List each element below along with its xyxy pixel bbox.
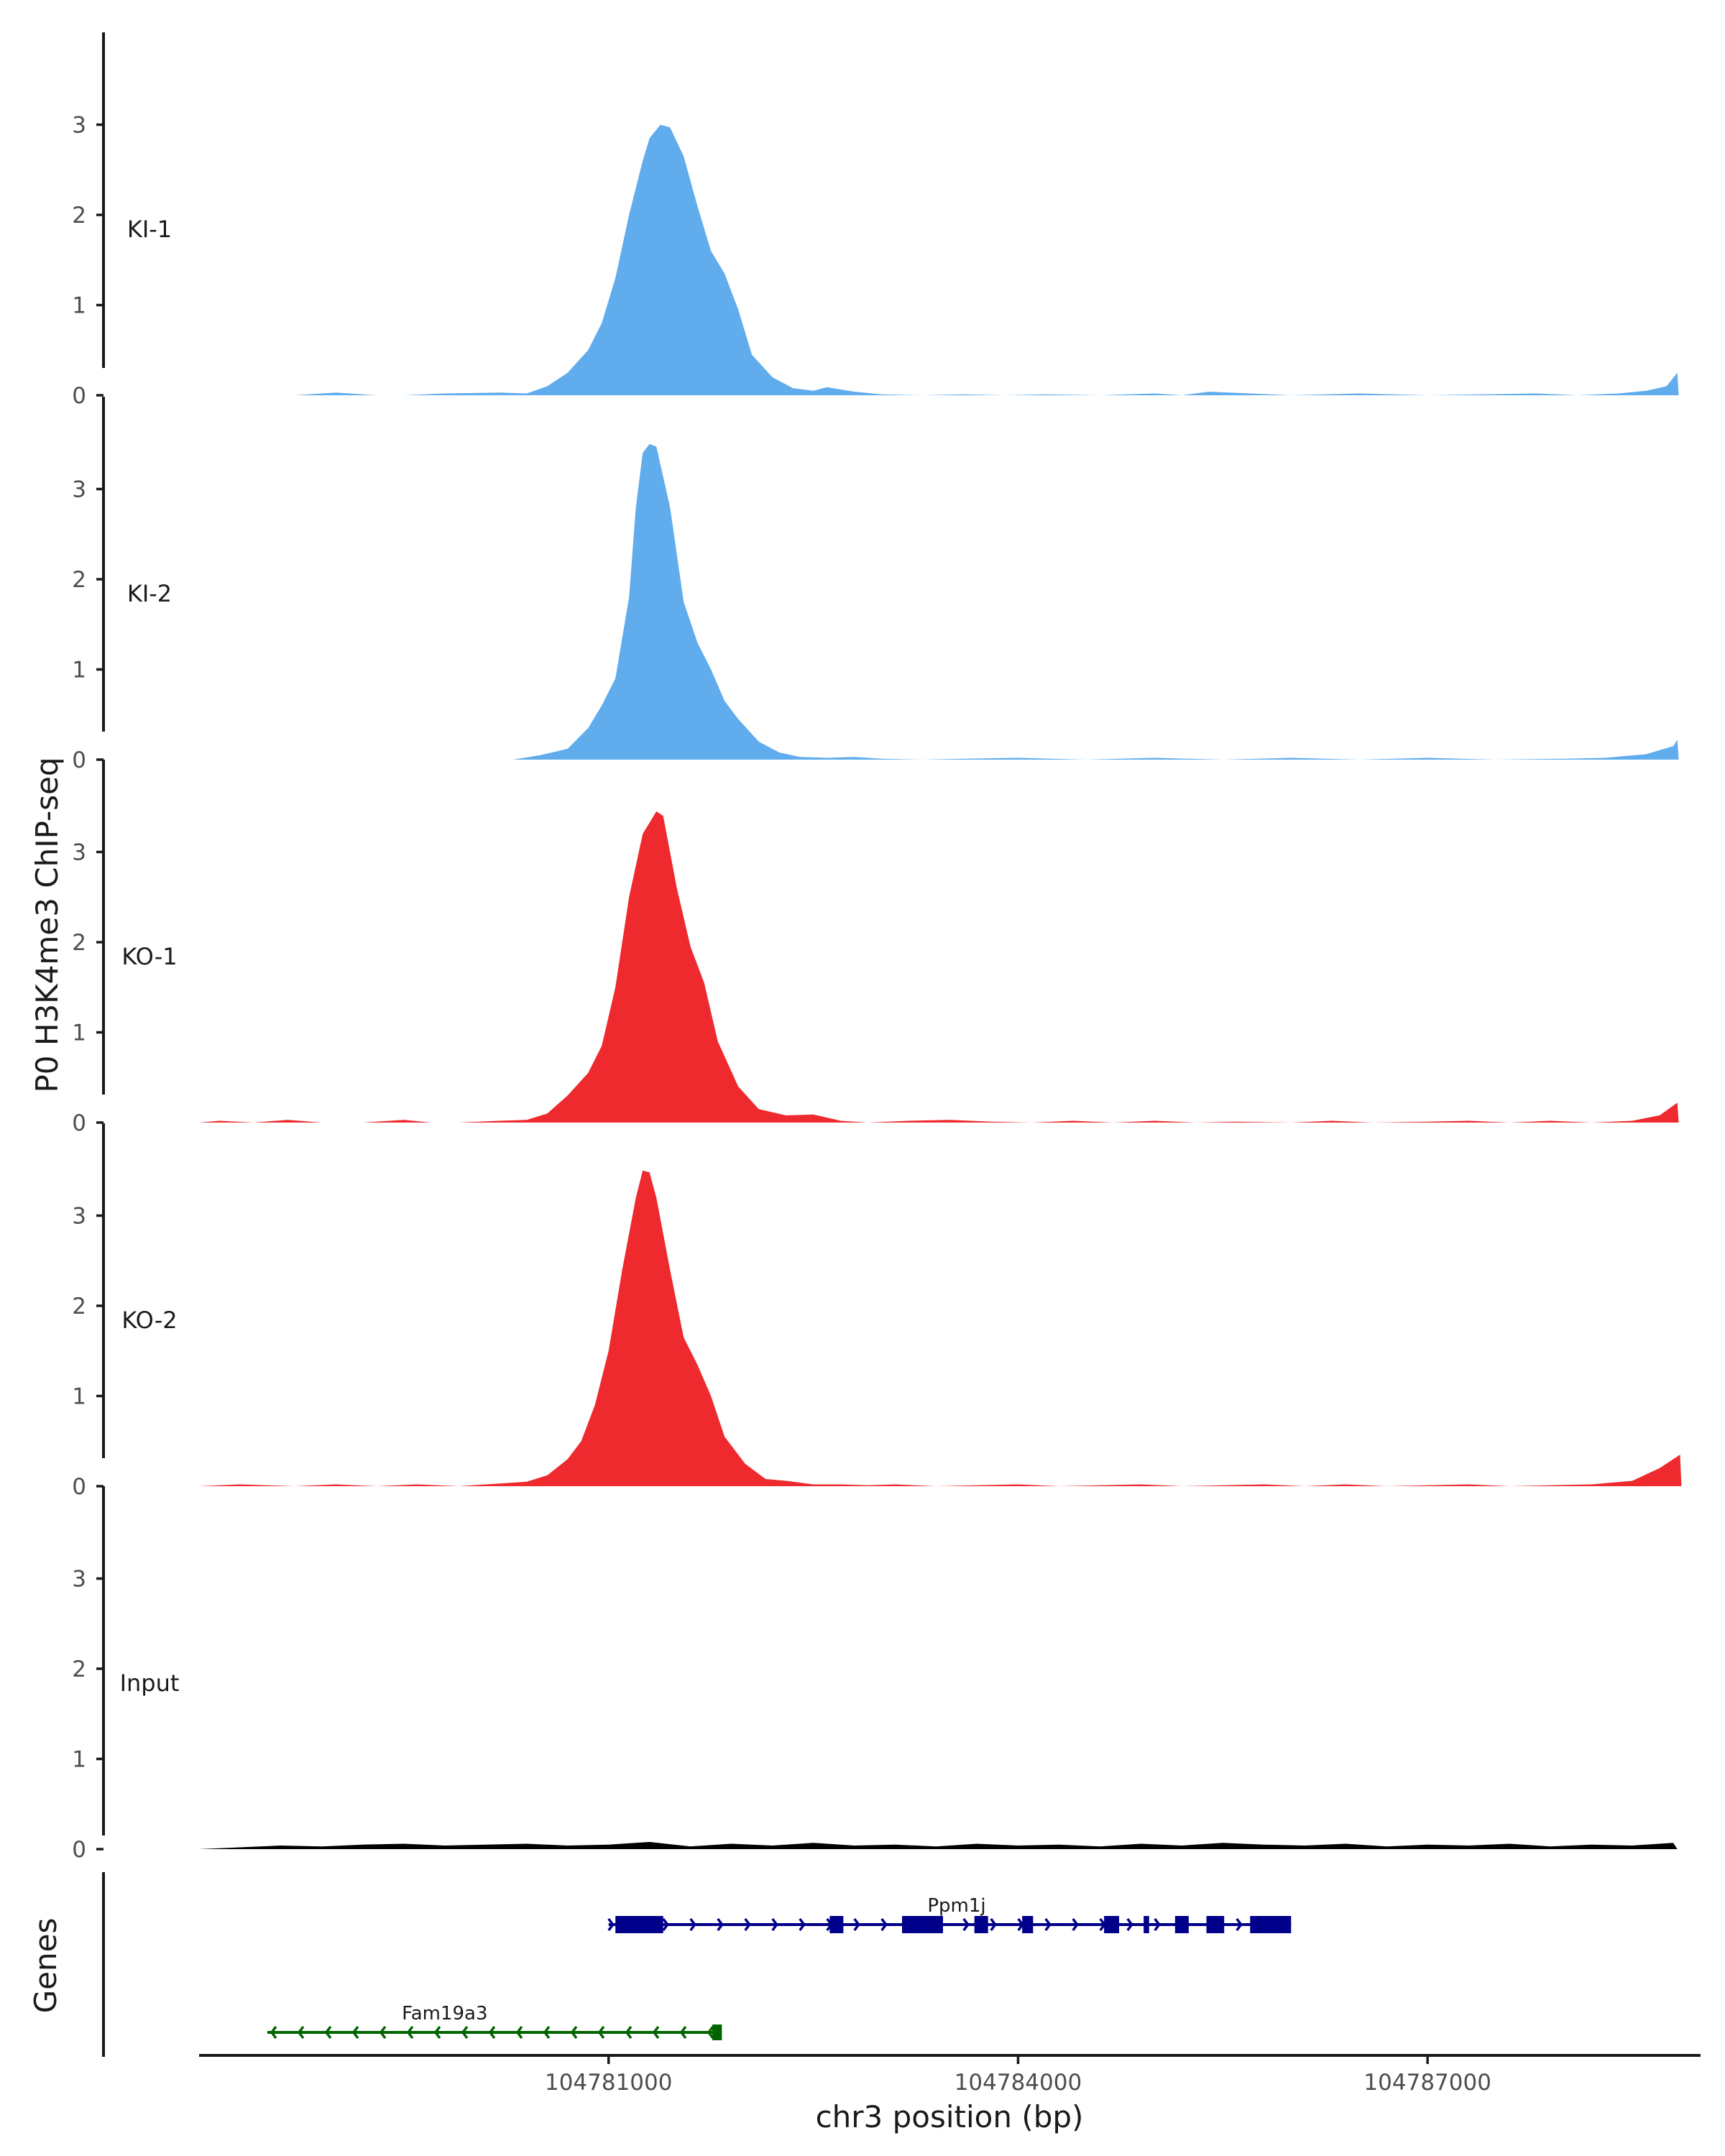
strand-arrow-icon [990,1917,997,1932]
strand-arrow-icon [324,2025,332,2040]
strand-arrow-icon [543,2025,551,2040]
y-tick-label: 3 [72,840,86,866]
y-tick-label: 3 [72,1204,86,1230]
genes-track-title: Genes [28,1918,63,2014]
track-label: KO-1 [121,943,177,970]
y-tick-label: 2 [72,567,86,593]
y-tick-label: 3 [72,1567,86,1593]
track-ko-1: 0 1 2 3 KO-1 [72,760,1679,1136]
strand-arrow-icon [488,2025,496,2040]
gene-ppm1j: Ppm1j [607,1895,1292,1933]
y-tick-label: 0 [72,1110,86,1136]
x-axis-title: chr3 position (bp) [816,2099,1084,2134]
strand-arrow-icon [461,2025,469,2040]
strand-arrow-icon [270,2025,277,2040]
gene-name-label: Ppm1j [927,1895,985,1917]
genes-track: Genes Ppm1j Fam19a3 [28,1872,1292,2057]
strand-arrow-icon [679,2025,687,2040]
exon-block [1104,1916,1119,1933]
track-ki-2: 0 1 2 3 KI-2 [72,397,1679,773]
strand-arrow-icon [1072,1917,1079,1932]
track-label: KO-2 [121,1307,177,1334]
strand-arrow-icon [744,1917,751,1932]
y-tick-label: 1 [72,658,86,683]
exon-block [974,1916,988,1933]
gene-name-label: Fam19a3 [402,2003,487,2024]
track-input: 0 1 2 3 Input [72,1486,1678,1863]
strand-arrow-icon [771,1917,778,1932]
strand-arrow-icon [1126,1917,1133,1932]
strand-arrow-icon [625,2025,632,2040]
y-tick-label: 0 [72,747,86,773]
exon-block [1250,1916,1292,1933]
y-tick-label: 0 [72,383,86,409]
signal-area-ko-2 [199,1170,1682,1486]
strand-arrow-icon [406,2025,414,2040]
y-tick-label: 2 [72,1657,86,1682]
strand-arrow-icon [597,2025,605,2040]
signal-area-ki-2 [512,443,1679,760]
signal-area-ki-1 [294,124,1679,395]
strand-arrow-icon [570,2025,578,2040]
strand-arrow-icon [607,1917,615,1932]
y-tick-label: 0 [72,1837,86,1863]
track-label: Input [120,1669,180,1697]
y-tick-label: 0 [72,1474,86,1500]
track-ko-2: 0 1 2 3 KO-2 [72,1123,1682,1500]
strand-arrow-icon [1236,1917,1243,1932]
strand-arrow-icon [1154,1917,1161,1932]
gene-fam19a3: Fam19a3 [267,2003,722,2040]
track-label: KI-1 [127,216,172,243]
y-tick-label: 2 [72,930,86,956]
exon-block [1174,1916,1189,1933]
track-ki-1: 0 1 2 3 KI-1 [72,32,1679,409]
strand-arrow-icon [433,2025,441,2040]
strand-arrow-icon [379,2025,387,2040]
y-tick-label: 2 [72,1294,86,1319]
y-tick-label: 1 [72,293,86,319]
y-axis-title: P0 H3K4me3 ChIP-seq [29,757,65,1092]
strand-arrow-icon [1044,1917,1052,1932]
strand-arrow-icon [799,1917,806,1932]
track-label: KI-2 [127,580,172,607]
strand-arrow-icon [880,1917,888,1932]
y-tick-label: 3 [72,113,86,139]
signal-area-ko-1 [199,811,1679,1123]
strand-arrow-icon [689,1917,696,1932]
strand-arrow-icon [717,1917,724,1932]
strand-arrow-icon [351,2025,359,2040]
strand-arrow-icon [707,2025,714,2040]
strand-arrow-icon [662,1917,669,1932]
y-tick-label: 1 [72,1384,86,1410]
x-tick-label: 104787000 [1363,2070,1491,2096]
strand-arrow-icon [515,2025,523,2040]
strand-arrow-icon [853,1917,860,1932]
x-tick-label: 104781000 [545,2070,673,2096]
x-axis: chr3 position (bp) 104781000 104784000 104… [199,2054,1701,2134]
exon-block [1144,1916,1149,1933]
strand-arrow-icon [652,2025,660,2040]
y-tick-label: 3 [72,477,86,503]
y-tick-label: 1 [72,1021,86,1046]
strand-arrow-icon [297,2025,305,2040]
exon-block [829,1916,844,1933]
exon-block [1206,1916,1225,1933]
y-tick-label: 2 [72,203,86,229]
y-tick-label: 1 [72,1747,86,1773]
strand-arrow-icon [962,1917,970,1932]
exon-block [615,1916,663,1933]
x-tick-label: 104784000 [954,2070,1082,2096]
exon-block [902,1916,944,1933]
signal-area-input [199,1842,1678,1849]
exon-block [1022,1916,1034,1933]
exon-block [712,2024,722,2040]
signal-tracks: 0 1 2 3 KI-1 0 1 2 3 KI-2 0 1 2 3 KO-1 0 1 2 3 KO-2 0 1 2 3 Inpu… [72,32,1682,1863]
